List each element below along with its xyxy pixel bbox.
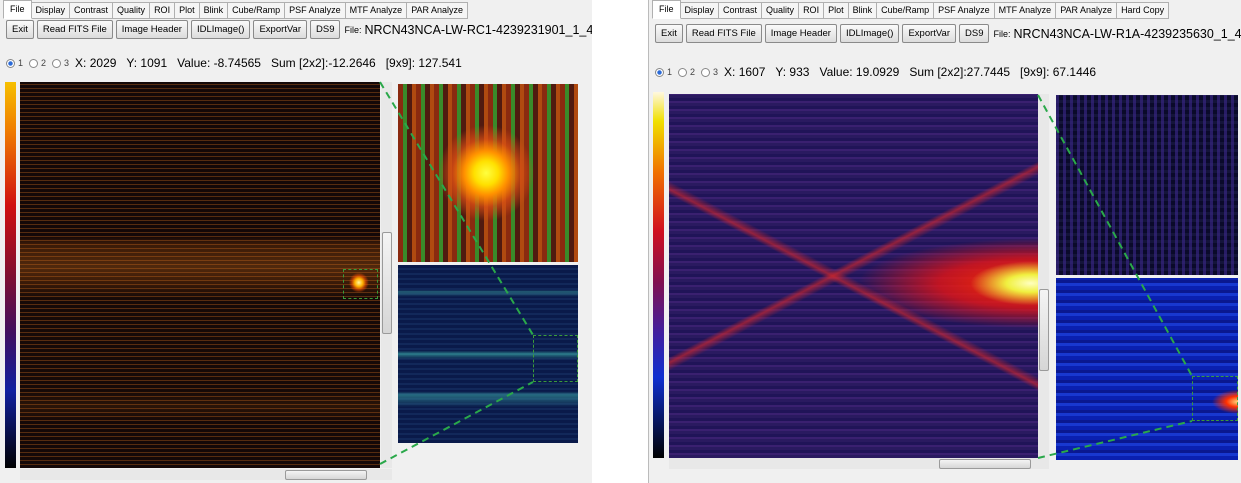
tab[interactable]: Quality [762, 2, 799, 19]
file-name: NRCN43NCA-LW-RC1-4239231901_1_485_SE_201… [365, 23, 593, 37]
button[interactable]: DS9 [959, 24, 989, 43]
button[interactable]: ExportVar [902, 24, 956, 43]
radio-button[interactable] [6, 59, 15, 68]
status-field: Y: 1091 [126, 56, 167, 70]
radio-button[interactable] [678, 68, 687, 77]
button[interactable]: Exit [6, 20, 34, 39]
status-field: Sum [2x2]:27.7445 [909, 65, 1010, 79]
color-bar [5, 82, 16, 468]
status-field: X: 2029 [75, 56, 116, 70]
button[interactable]: ExportVar [253, 20, 307, 39]
radio-button[interactable] [701, 68, 710, 77]
status-bar: 1 2 3 X: 1607 Y: 933 Value: 19.0929 Sum [2x2]:… [655, 65, 1106, 79]
horizontal-scrollbar[interactable] [669, 458, 1049, 469]
tab[interactable]: Display [32, 2, 71, 19]
status-field: [9x9]: 127.541 [386, 56, 462, 70]
radio-option[interactable]: 3 [52, 58, 69, 68]
screen: FileDisplayContrastQualityROIPlotBlinkCu… [0, 0, 1241, 483]
tab[interactable]: PAR Analyze [407, 2, 468, 19]
vertical-scrollbar[interactable] [1038, 94, 1049, 458]
button[interactable]: Image Header [765, 24, 837, 43]
status-field: [9x9]: 67.1446 [1020, 65, 1096, 79]
roi-box [343, 269, 378, 299]
tab[interactable]: Plot [175, 2, 200, 19]
zoom-image [1056, 95, 1238, 275]
zoom-detail-image [1056, 278, 1238, 460]
tab[interactable]: ROI [150, 2, 175, 19]
tab[interactable]: MTF Analyze [995, 2, 1057, 19]
tab[interactable]: File [3, 0, 32, 19]
tab[interactable]: PSF Analyze [285, 2, 346, 19]
tab[interactable]: Plot [824, 2, 849, 19]
file-label: File: [993, 29, 1010, 39]
radio-label: 3 [64, 58, 69, 68]
button[interactable]: DS9 [310, 20, 340, 39]
button[interactable]: IDLImage() [840, 24, 900, 43]
detail-box [533, 335, 578, 382]
vertical-scrollbar[interactable] [381, 82, 392, 468]
radio-option[interactable]: 3 [701, 67, 718, 77]
radio-option[interactable]: 2 [29, 58, 46, 68]
button[interactable]: Read FITS File [37, 20, 113, 39]
main-image [20, 82, 380, 468]
radio-button[interactable] [52, 59, 61, 68]
status-field: Y: 933 [775, 65, 809, 79]
file-name: NRCN43NCA-LW-R1A-4239235630_1_485_S [1014, 27, 1241, 41]
tab[interactable]: Quality [113, 2, 150, 19]
button[interactable]: Read FITS File [686, 24, 762, 43]
tab[interactable]: Blink [849, 2, 878, 19]
file-label: File: [344, 25, 361, 35]
button[interactable]: Image Header [116, 20, 188, 39]
tab[interactable]: Cube/Ramp [877, 2, 934, 19]
tab[interactable]: PSF Analyze [934, 2, 995, 19]
radio-button[interactable] [29, 59, 38, 68]
button[interactable]: Exit [655, 24, 683, 43]
radio-label: 1 [18, 58, 23, 68]
color-bar [653, 92, 664, 458]
radio-button[interactable] [655, 68, 664, 77]
radio-option[interactable]: 1 [655, 67, 672, 77]
tab[interactable]: Cube/Ramp [228, 2, 285, 19]
tab[interactable]: ROI [799, 2, 824, 19]
status-bar: 1 2 3 X: 2029 Y: 1091 Value: -8.74565 Sum [2x2… [6, 56, 472, 70]
radio-label: 1 [667, 67, 672, 77]
radio-label: 2 [41, 58, 46, 68]
tab[interactable]: Blink [200, 2, 229, 19]
status-field: X: 1607 [724, 65, 765, 79]
tab[interactable]: File [652, 0, 681, 19]
tab[interactable]: Contrast [70, 2, 113, 19]
tab[interactable]: Contrast [719, 2, 762, 19]
radio-label: 3 [713, 67, 718, 77]
horizontal-scrollbar[interactable] [20, 469, 392, 480]
detail-box [1192, 376, 1238, 421]
radio-option[interactable]: 1 [6, 58, 23, 68]
tab[interactable]: Display [681, 2, 720, 19]
status-field: Value: -8.74565 [177, 56, 261, 70]
status-field: Sum [2x2]:-12.2646 [271, 56, 376, 70]
main-image [669, 94, 1038, 458]
status-field: Value: 19.0929 [819, 65, 899, 79]
radio-label: 2 [690, 67, 695, 77]
button[interactable]: IDLImage() [191, 20, 251, 39]
tab[interactable]: MTF Analyze [346, 2, 408, 19]
tab[interactable]: Hard Copy [1117, 2, 1169, 19]
radio-option[interactable]: 2 [678, 67, 695, 77]
zoom-image [398, 84, 578, 262]
tab[interactable]: PAR Analyze [1056, 2, 1117, 19]
